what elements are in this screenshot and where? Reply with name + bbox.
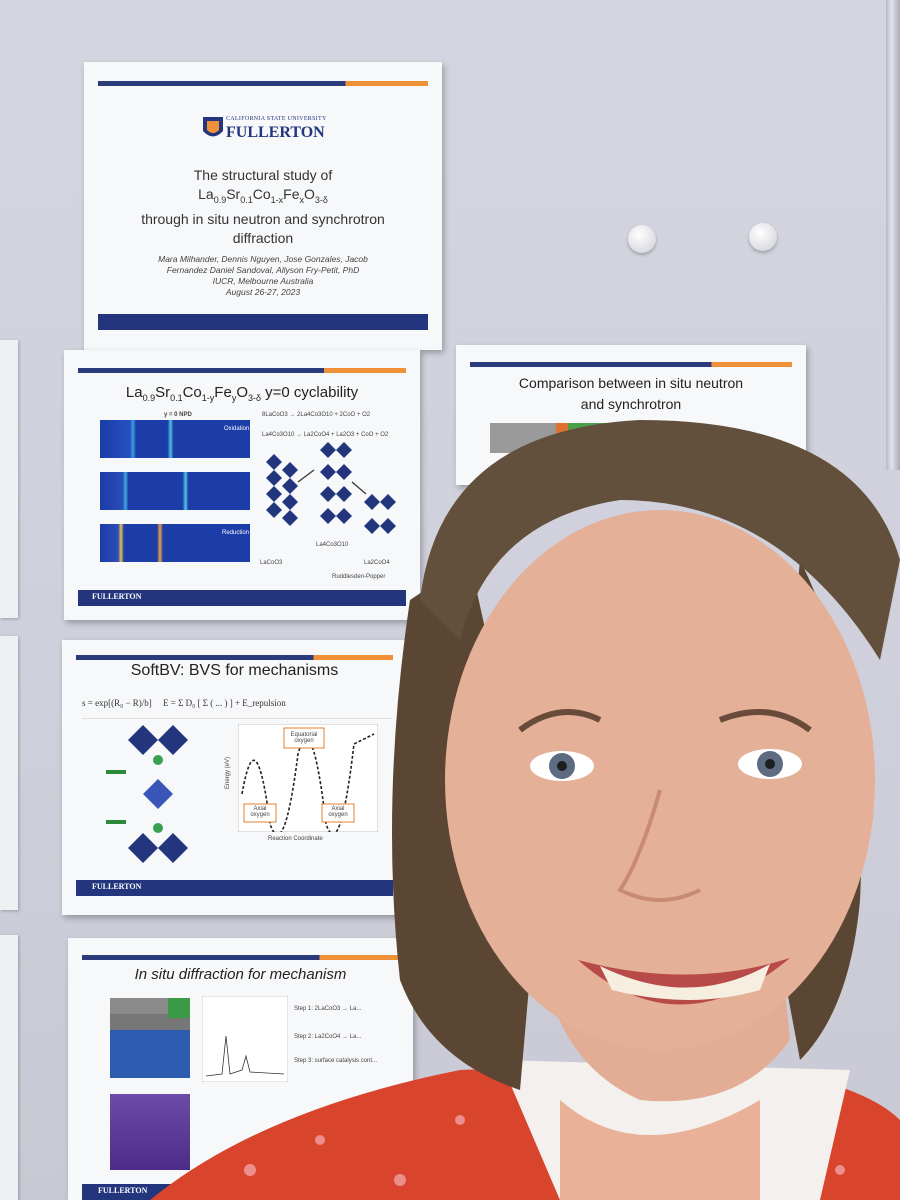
face xyxy=(445,510,875,1050)
header-stripe xyxy=(82,955,399,960)
footer-logo: FULLERTON xyxy=(92,592,142,601)
reaction-equation: La4Co3O10 → La2CoO4 + La2O3 + CoO + O2 xyxy=(262,432,389,438)
axial-label: Axial oxygen xyxy=(328,806,348,818)
title-line: through in situ neutron and synchrotron xyxy=(141,210,385,227)
university-name: FULLERTON xyxy=(226,124,325,141)
diffraction-plot xyxy=(202,996,288,1082)
poster-title: The structural study of La0.9Sr0.1Co1-xF… xyxy=(84,166,442,248)
footer-logo: FULLERTON xyxy=(92,882,142,891)
reaction-equation: 8LaCoO3 → 2La4Co3O10 + 2CoO + O2 xyxy=(262,412,371,418)
phase-map xyxy=(110,1094,190,1170)
octahedra-diagram xyxy=(106,725,188,863)
title-line: diffraction xyxy=(232,229,294,246)
mechanism-step: Step 2: La2CoO4 → La... xyxy=(294,1034,362,1040)
softbv-slide: SoftBV: BVS for mechanisms s = exp[(R₀ −… xyxy=(62,640,407,915)
energy-plot xyxy=(238,724,378,832)
header-stripe xyxy=(76,655,393,660)
axial-label: Axial oxygen xyxy=(250,806,270,818)
heatmap-panel xyxy=(100,420,250,458)
push-pin xyxy=(749,223,777,251)
authors-line: Mara Milhander, Dennis Nguyen, Jose Gonz… xyxy=(158,254,368,264)
authors-line: Fernandez Daniel Sandoval, Allyson Fry-P… xyxy=(166,265,360,275)
phase-label: La4Co3O10 xyxy=(316,542,349,548)
header-stripe xyxy=(470,362,792,367)
ruddlesden-label: Ruddlesden-Popper xyxy=(332,574,386,580)
equation-block: s = exp[(R₀ − R)/b] E = Σ D₀ [ Σ ( ... )… xyxy=(82,698,392,719)
title-formula: La0.9Sr0.1Co1-xFexO3-δ xyxy=(198,186,328,205)
header-stripe xyxy=(98,81,428,86)
slide-heading: La0.9Sr0.1Co1-yFeyO3-δ y=0 cyclability xyxy=(125,384,359,403)
university-seal-icon xyxy=(203,117,223,137)
x-axis-label: Reaction Coordinate xyxy=(268,836,323,842)
heatmap-panel xyxy=(100,524,250,562)
panel-title: y = 0 NPD xyxy=(164,412,192,418)
crystal-structures xyxy=(266,442,396,534)
equatorial-label: Equatorial oxygen xyxy=(290,732,318,744)
footer-bar xyxy=(98,314,428,330)
university-top: CALIFORNIA STATE UNIVERSITY xyxy=(226,116,327,122)
left-poster-edge xyxy=(0,636,18,910)
panel-label: Oxidation xyxy=(224,426,250,432)
footer-bar xyxy=(76,880,393,896)
board-frame-edge xyxy=(886,0,900,470)
footer-bar xyxy=(78,590,406,606)
title-line: The structural study of xyxy=(193,167,333,183)
date: August 26-27, 2023 xyxy=(225,287,301,297)
phase-label: LaCoO3 xyxy=(260,560,283,566)
header-stripe xyxy=(78,368,406,373)
title-slide: CALIFORNIA STATE UNIVERSITY FULLERTON Th… xyxy=(84,62,442,350)
mechanism-step: Step 3: surface catalysis cont... xyxy=(294,1058,378,1064)
slide-heading: In situ diffraction for mechanism xyxy=(68,966,413,983)
heading-text: In situ diffraction for mechanism xyxy=(134,966,347,983)
footer-logo: FULLERTON xyxy=(98,1186,148,1195)
heatmap-panel xyxy=(100,472,250,510)
cyclability-slide: La0.9Sr0.1Co1-yFeyO3-δ y=0 cyclability y… xyxy=(64,350,420,620)
phase-label: La2CoO4 xyxy=(364,560,390,566)
phase-map-segment xyxy=(168,998,190,1018)
left-poster-edge xyxy=(0,340,18,618)
slide-heading: SoftBV: BVS for mechanisms xyxy=(130,662,339,679)
push-pin xyxy=(628,225,656,253)
panel-label: Reduction xyxy=(222,530,250,536)
left-poster-edge xyxy=(0,935,18,1200)
venue: IUCR, Melbourne Australia xyxy=(212,276,314,286)
heading-line: Comparison between in situ neutron xyxy=(518,375,744,391)
slide-heading: Comparison between in situ neutron and s… xyxy=(456,373,806,415)
heading-line: and synchrotron xyxy=(580,396,682,412)
mechanism-step: Step 1: 2LaCoO3 → La... xyxy=(294,1006,362,1012)
authors-block: Mara Milhander, Dennis Nguyen, Jose Gonz… xyxy=(84,254,442,298)
